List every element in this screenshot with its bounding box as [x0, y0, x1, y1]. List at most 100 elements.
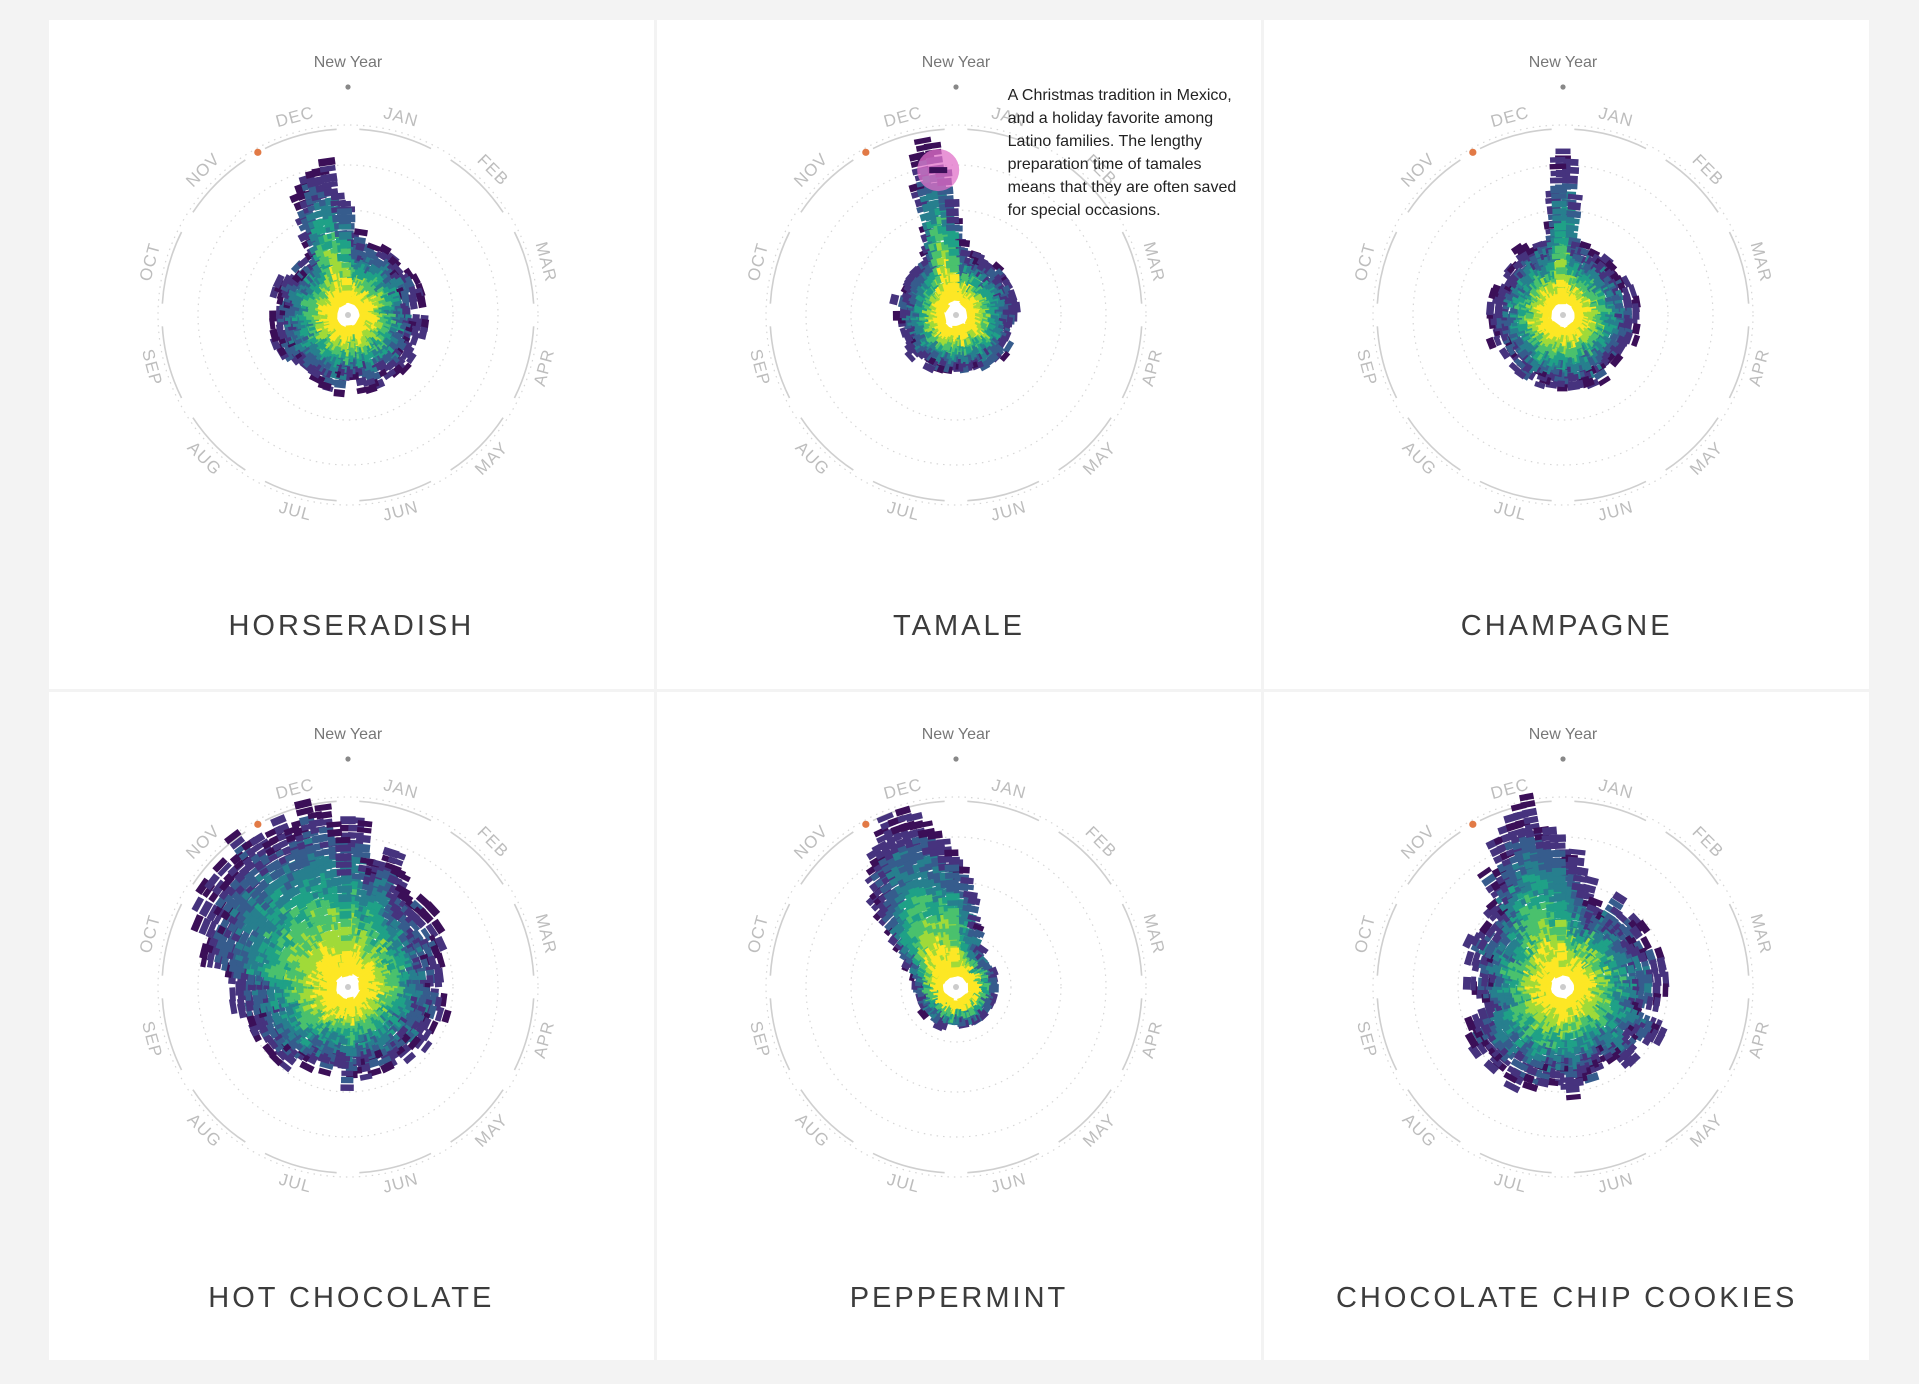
- month-label: JAN: [1597, 103, 1636, 130]
- data-bar: [439, 992, 448, 1007]
- data-bar: [389, 848, 407, 860]
- data-bar: [1606, 335, 1618, 348]
- month-label: APR: [530, 1018, 558, 1060]
- data-bar: [893, 829, 909, 840]
- data-bar: [341, 950, 352, 957]
- month-label: JAN: [382, 103, 421, 130]
- data-bar: [434, 1006, 445, 1022]
- data-bar: [342, 295, 351, 304]
- data-bar: [891, 905, 906, 919]
- month-arc: [513, 326, 535, 399]
- data-bar: [337, 200, 351, 207]
- data-bars: [888, 136, 1021, 375]
- data-bar: [338, 231, 352, 240]
- data-bar: [1509, 361, 1523, 375]
- data-bar: [321, 180, 339, 189]
- data-bar: [1002, 340, 1014, 354]
- month-label: DEC: [881, 103, 923, 131]
- center-dot: [952, 312, 959, 318]
- guide-ring: [805, 835, 1107, 1138]
- data-bar: [1001, 277, 1013, 291]
- month-arc: [192, 1088, 246, 1143]
- highlighted-bar: [928, 167, 947, 174]
- month-arc: [450, 830, 504, 885]
- data-bar: [342, 285, 353, 291]
- month-label: SEP: [138, 1019, 166, 1060]
- chart-panel-tamale: JAN FEB MAR APR MAY JUN JUL AUG SEP OCT NOV DEC New …: [656, 20, 1262, 689]
- data-bar: [403, 1051, 417, 1064]
- data-bar: [339, 910, 352, 919]
- month-arc: [513, 997, 535, 1070]
- data-bar: [204, 872, 220, 890]
- month-arc: [1729, 231, 1750, 304]
- data-bar: [874, 846, 892, 860]
- radial-chart: JANFEBMARAPRMAYJUNJULAUGSEPOCTNOVDECNew …: [136, 726, 561, 1197]
- data-bar: [341, 1076, 354, 1083]
- data-bar: [339, 240, 352, 249]
- data-bar: [405, 352, 417, 365]
- data-bar: [343, 291, 351, 298]
- month-label: OCT: [136, 241, 164, 283]
- data-bar: [392, 356, 406, 370]
- month-arc: [966, 128, 1040, 150]
- month-label: APR: [1138, 1018, 1166, 1060]
- month-label: JUN: [381, 1169, 421, 1197]
- data-bar: [336, 208, 353, 215]
- data-bar: [1550, 177, 1568, 184]
- month-arc: [1057, 417, 1112, 471]
- month-label: JUL: [885, 1169, 922, 1196]
- data-bar: [242, 852, 258, 866]
- chart-panel-champagne: JAN FEB MAR APR MAY JUN JUL AUG SEP OCT NOV DEC New …: [1264, 20, 1869, 689]
- month-label: JUL: [277, 498, 314, 525]
- month-arc: [450, 1088, 504, 1143]
- data-bar: [229, 835, 246, 850]
- data-bar: [340, 832, 356, 839]
- month-arc: [966, 1152, 1040, 1173]
- data-bar: [1598, 375, 1612, 387]
- data-bar: [993, 273, 1004, 285]
- data-bar: [420, 1039, 433, 1053]
- month-label: APR: [1745, 347, 1773, 389]
- data-bar: [340, 824, 356, 831]
- data-bar: [1538, 239, 1553, 248]
- data-bar: [316, 810, 333, 819]
- month-label: NOV: [182, 821, 224, 863]
- data-bar: [1610, 353, 1624, 368]
- data-bar: [391, 876, 408, 889]
- data-bar: [222, 896, 237, 913]
- month-arc: [450, 417, 504, 471]
- radial-chart: JANFEBMARAPRMAYJUNJULAUGSEPOCTNOVDECNew …: [743, 54, 1168, 525]
- new-year-marker: [345, 84, 351, 90]
- data-bar: [224, 828, 242, 845]
- month-arc: [1665, 417, 1720, 471]
- data-bar: [341, 942, 352, 950]
- data-bar: [1621, 334, 1631, 347]
- guide-ring: [197, 164, 499, 466]
- month-label: MAR: [1139, 240, 1168, 284]
- data-bar: [425, 922, 439, 938]
- month-label: SEP: [746, 1019, 774, 1060]
- holiday-marker: [861, 820, 870, 828]
- data-bar: [320, 172, 338, 184]
- data-bar: [190, 913, 204, 932]
- data-bar: [262, 1042, 278, 1059]
- data-bar: [913, 136, 932, 146]
- month-label: JUN: [988, 1169, 1028, 1197]
- guide-ring: [197, 835, 499, 1138]
- data-bar: [967, 896, 981, 905]
- data-bar: [212, 856, 228, 873]
- month-arc: [1729, 326, 1750, 399]
- month-arc: [161, 231, 183, 304]
- new-year-label: New Year: [1529, 54, 1598, 71]
- month-label: JUL: [1492, 498, 1529, 525]
- data-bar: [922, 362, 936, 374]
- data-bar: [1631, 334, 1641, 347]
- chart-panel-peppermint: JAN FEB MAR APR MAY JUN JUL AUG SEP OCT NOV DEC New …: [656, 691, 1262, 1360]
- radial-chart: JANFEBMARAPRMAYJUNJULAUGSEPOCTNOVDECNew …: [136, 54, 561, 525]
- new-year-label: New Year: [921, 54, 990, 71]
- month-label: OCT: [1351, 241, 1379, 283]
- month-label: DEC: [274, 103, 316, 131]
- data-bar: [232, 885, 249, 903]
- month-label: DEC: [1489, 103, 1531, 131]
- data-bar: [270, 813, 287, 827]
